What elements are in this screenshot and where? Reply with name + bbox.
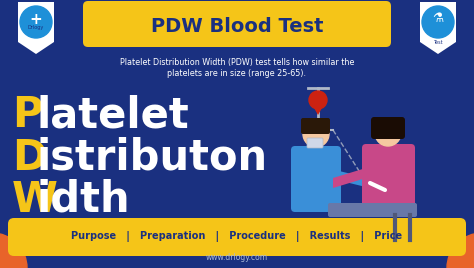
Text: Test: Test <box>433 39 443 44</box>
Polygon shape <box>420 2 456 54</box>
FancyBboxPatch shape <box>301 118 330 134</box>
Polygon shape <box>333 168 366 188</box>
Polygon shape <box>374 121 402 138</box>
Text: D: D <box>12 137 46 179</box>
Text: W: W <box>12 179 58 221</box>
Polygon shape <box>335 170 370 188</box>
Polygon shape <box>18 2 54 54</box>
Text: P: P <box>12 94 43 136</box>
Circle shape <box>422 6 454 38</box>
FancyBboxPatch shape <box>83 1 391 47</box>
Polygon shape <box>314 108 322 115</box>
Text: latelet: latelet <box>37 94 190 136</box>
Text: ⚗: ⚗ <box>432 13 444 25</box>
FancyBboxPatch shape <box>328 203 417 217</box>
Circle shape <box>375 120 401 146</box>
Circle shape <box>447 233 474 268</box>
Text: PDW Blood Test: PDW Blood Test <box>151 17 323 36</box>
FancyBboxPatch shape <box>8 218 466 256</box>
Text: Drlogy: Drlogy <box>28 25 44 31</box>
Text: www.drlogy.com: www.drlogy.com <box>206 254 268 262</box>
Text: idth: idth <box>37 179 131 221</box>
FancyBboxPatch shape <box>291 146 341 212</box>
Circle shape <box>20 6 52 38</box>
FancyBboxPatch shape <box>307 138 323 148</box>
Circle shape <box>0 233 27 268</box>
Text: platelets are in size (range 25-65).: platelets are in size (range 25-65). <box>167 69 307 77</box>
Circle shape <box>303 121 329 147</box>
Text: istributon: istributon <box>37 137 268 179</box>
Text: Purpose   |   Preparation   |   Procedure   |   Results   |   Price: Purpose | Preparation | Procedure | Resu… <box>72 232 402 243</box>
Text: Platelet Distribution Width (PDW) test tells how similar the: Platelet Distribution Width (PDW) test t… <box>120 58 354 68</box>
FancyBboxPatch shape <box>371 117 405 139</box>
FancyBboxPatch shape <box>362 144 415 210</box>
Circle shape <box>309 91 327 109</box>
Text: +: + <box>29 12 42 27</box>
